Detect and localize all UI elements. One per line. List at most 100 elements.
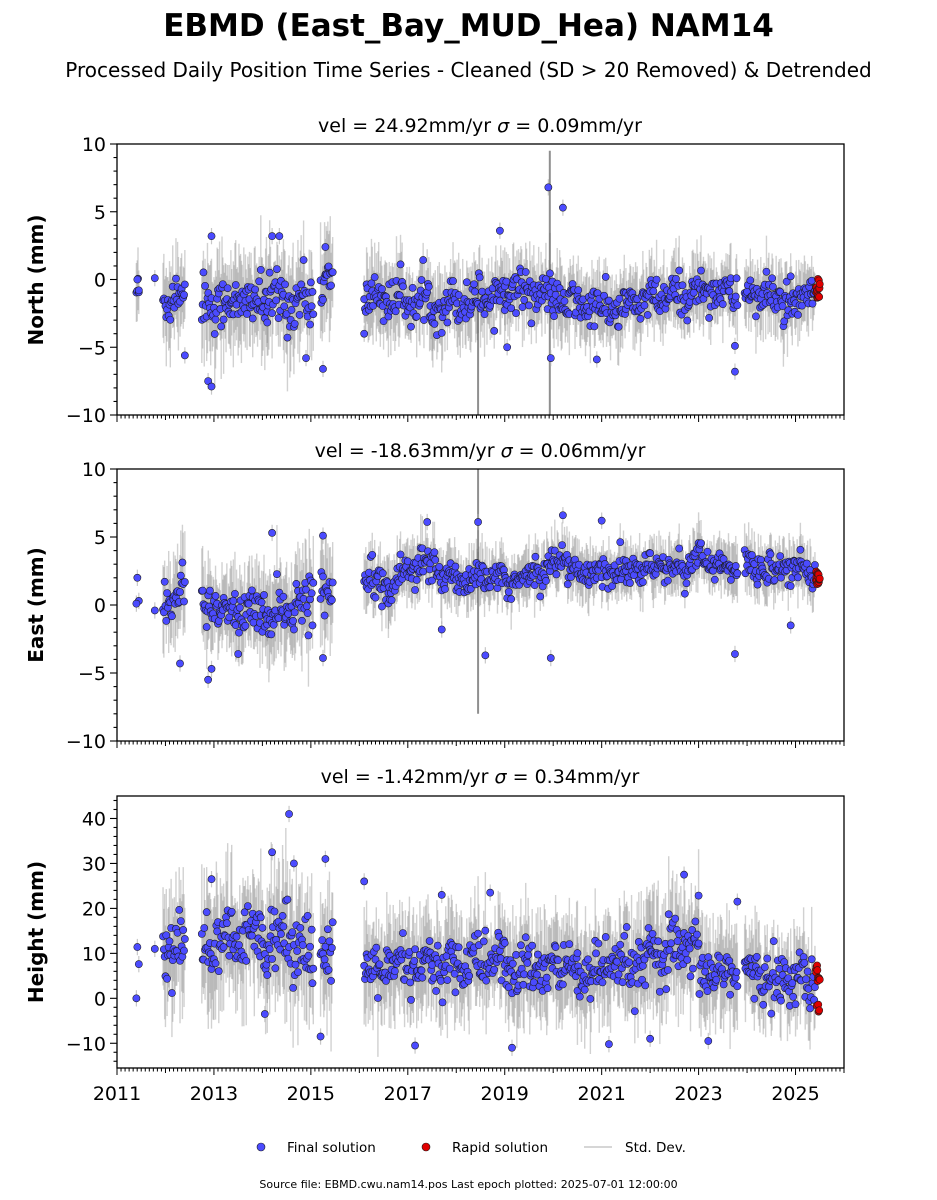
y-tick-label: 5 — [94, 527, 106, 549]
final-solution-point — [270, 907, 279, 916]
final-solution-point — [180, 351, 189, 360]
y-tick-label: 0 — [94, 595, 106, 617]
final-solution-point — [441, 585, 449, 593]
final-solution-point — [291, 960, 300, 969]
final-solution-point — [550, 312, 558, 321]
final-solution-point — [324, 965, 333, 974]
final-solution-point — [202, 908, 211, 917]
final-solution-point — [527, 319, 536, 328]
y-tick-label: −10 — [66, 405, 106, 427]
final-solution-point — [480, 310, 489, 319]
final-solution-point — [437, 329, 446, 337]
final-solution-point — [584, 955, 592, 964]
final-solution-point — [517, 941, 525, 950]
final-solution-point — [703, 547, 712, 556]
final-solution-point — [449, 277, 457, 285]
final-solution-point — [750, 994, 759, 1003]
final-solution-point — [425, 937, 434, 945]
final-solution-point — [502, 277, 511, 286]
final-solution-point — [207, 382, 216, 391]
final-solution-point — [715, 953, 724, 962]
final-solution-point — [705, 314, 713, 322]
final-solution-point — [211, 315, 220, 324]
final-solution-point — [794, 310, 802, 319]
final-solution-point — [277, 930, 285, 938]
final-solution-point — [686, 972, 695, 981]
y-tick-label: −5 — [78, 663, 106, 685]
final-solution-point — [367, 279, 376, 288]
final-solution-point — [306, 278, 315, 287]
final-solution-point — [438, 998, 447, 1007]
final-solution-point — [712, 975, 721, 984]
final-solution-point — [320, 611, 329, 620]
final-solution-point — [272, 296, 281, 305]
final-solution-point — [565, 940, 574, 948]
final-solution-point — [211, 959, 220, 968]
final-solution-point — [559, 203, 567, 212]
final-solution-point — [180, 280, 189, 289]
final-solution-point — [554, 956, 562, 965]
final-solution-point — [786, 272, 795, 281]
final-solution-point — [166, 315, 175, 324]
final-solution-point — [496, 954, 505, 963]
final-solution-point — [678, 281, 687, 290]
final-solution-point — [762, 267, 771, 276]
final-solution-point — [644, 924, 653, 932]
final-solution-point — [257, 598, 266, 607]
final-solution-point — [486, 583, 495, 591]
rapid-solution-points — [812, 275, 824, 302]
final-solution-point — [307, 302, 316, 311]
final-solution-point — [432, 987, 440, 995]
final-solution-point — [733, 982, 742, 991]
final-solution-point — [319, 295, 327, 304]
final-solution-point — [620, 932, 629, 940]
final-solution-point — [546, 269, 554, 278]
final-solution-point — [418, 973, 427, 982]
rapid-solution-points — [812, 567, 824, 589]
final-solution-point — [695, 990, 704, 998]
final-solution-point — [618, 978, 627, 987]
final-solution-point — [256, 913, 265, 922]
final-solution-point — [368, 551, 377, 559]
final-solution-point — [133, 275, 142, 284]
final-solution-point — [295, 310, 304, 319]
final-solution-point — [768, 274, 776, 283]
final-solution-point — [309, 579, 318, 587]
final-solution-point — [559, 511, 567, 520]
final-solution-point — [180, 578, 189, 586]
final-solution-point — [451, 988, 460, 997]
final-solution-point — [558, 541, 566, 549]
final-solution-point — [417, 276, 426, 284]
final-solution-point — [243, 310, 251, 318]
final-solution-point — [688, 926, 697, 934]
final-solution-point — [748, 551, 756, 559]
final-solution-point — [374, 994, 382, 1002]
final-solution-point — [731, 342, 739, 350]
final-solution-point — [777, 996, 785, 1005]
final-solution-point — [614, 970, 623, 979]
final-solution-point — [530, 581, 539, 590]
final-solution-point — [638, 578, 647, 586]
final-solution-point — [479, 937, 488, 946]
final-solution-point — [327, 281, 335, 290]
panel-title: vel = -1.42mm/yr σ = 0.34mm/yr — [321, 766, 640, 788]
final-solution-point — [760, 963, 769, 972]
final-solution-point — [430, 548, 439, 557]
final-solution-point — [319, 365, 327, 373]
final-solution-point — [811, 561, 819, 569]
final-solution-point — [412, 312, 421, 321]
final-solution-point — [574, 286, 583, 295]
final-solution-point — [443, 976, 452, 984]
final-solution-point — [176, 571, 185, 580]
std-dev-bars — [135, 469, 816, 714]
final-solution-point — [697, 539, 705, 548]
final-solution-point — [299, 256, 308, 264]
final-solution-point — [268, 309, 276, 318]
final-solution-point — [802, 559, 811, 568]
final-solution-point — [395, 291, 404, 300]
final-solution-point — [733, 301, 742, 310]
final-solution-point — [180, 935, 189, 943]
plot-area — [132, 805, 824, 1057]
final-solution-point — [598, 978, 607, 987]
